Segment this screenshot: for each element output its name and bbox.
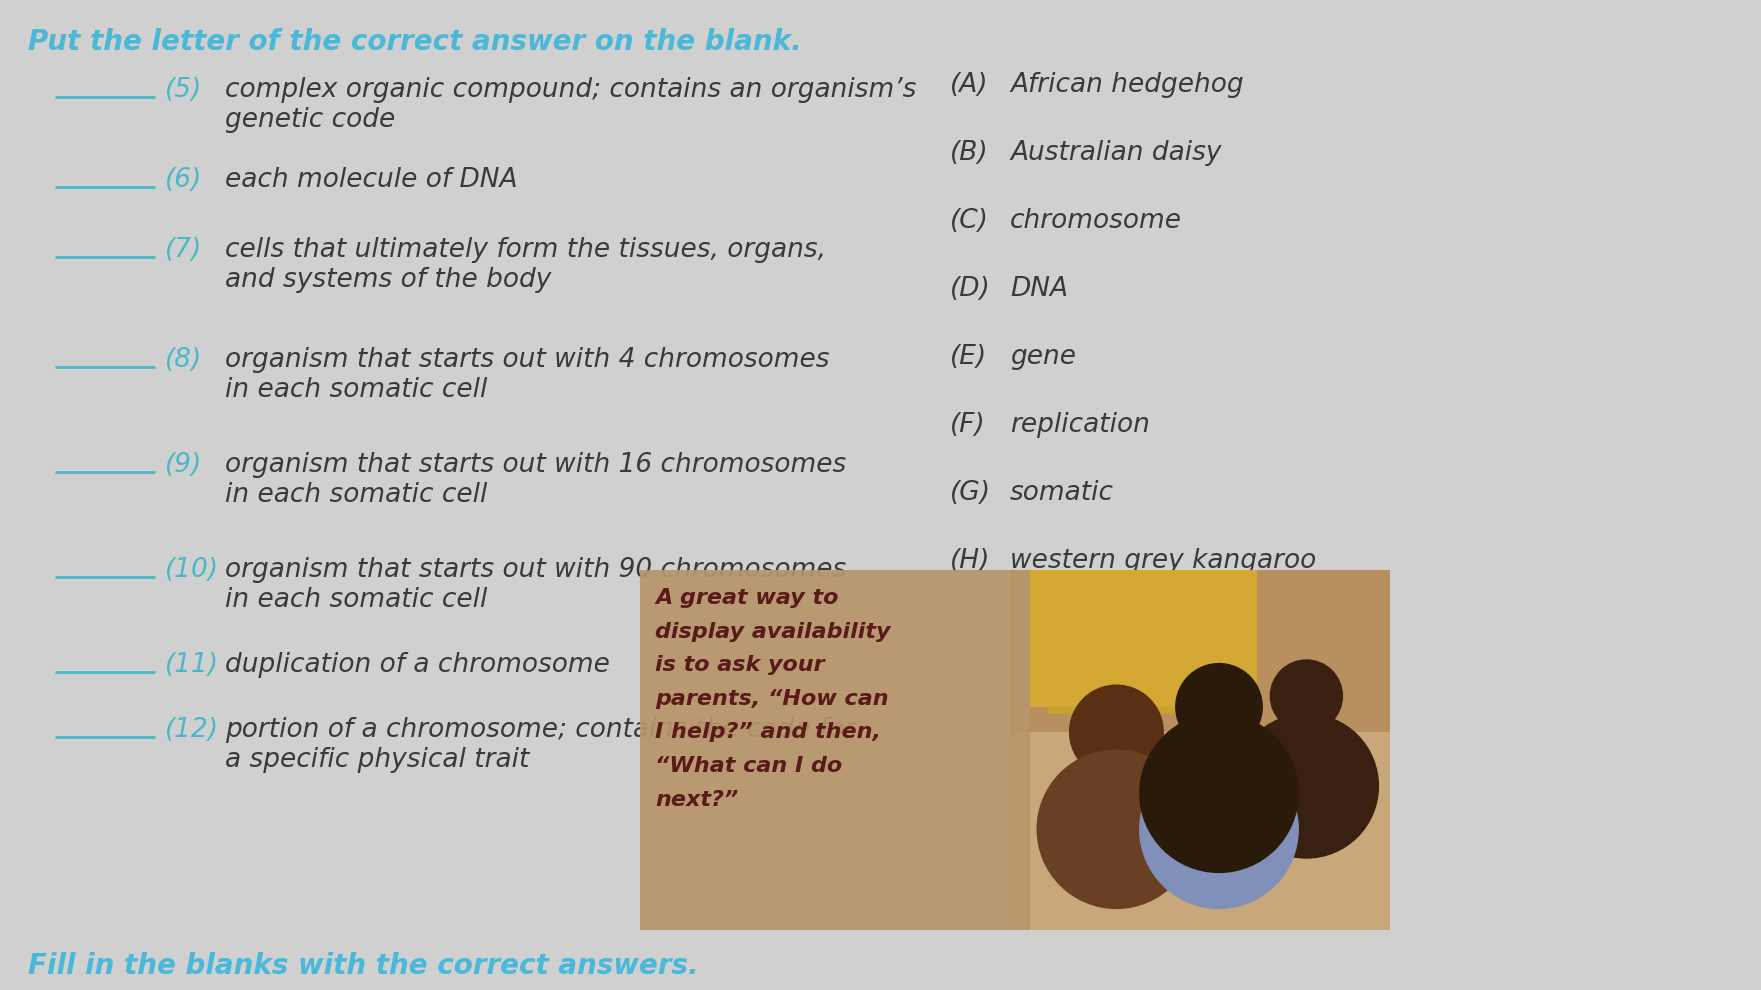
Text: (G): (G) (949, 480, 991, 506)
Text: portion of a chromosome; contains the code for: portion of a chromosome; contains the co… (225, 717, 856, 743)
Bar (639, 570, 1030, 930)
Text: next?”: next?” (655, 790, 738, 810)
Text: a specific physical trait: a specific physical trait (225, 747, 530, 773)
Bar (1011, 570, 1389, 732)
Circle shape (1270, 660, 1342, 732)
Text: (F): (F) (949, 412, 986, 438)
Text: Fill in the blanks with the correct answers.: Fill in the blanks with the correct answ… (28, 952, 699, 980)
Text: (12): (12) (166, 717, 218, 743)
Text: (A): (A) (949, 72, 988, 98)
Text: I help?” and then,: I help?” and then, (655, 723, 880, 742)
Text: and systems of the body: and systems of the body (225, 267, 551, 293)
Text: organism that starts out with 4 chromosomes: organism that starts out with 4 chromoso… (225, 347, 829, 373)
Circle shape (1069, 685, 1164, 779)
Bar (1048, 570, 1238, 714)
Text: A great way to: A great way to (655, 588, 838, 608)
Text: (C): (C) (949, 208, 990, 234)
Text: (H): (H) (949, 548, 990, 574)
Text: western grey kangaroo: western grey kangaroo (1011, 548, 1315, 574)
Text: in each somatic cell: in each somatic cell (225, 377, 488, 403)
Text: (D): (D) (949, 276, 991, 302)
Text: (8): (8) (166, 347, 203, 373)
Circle shape (1176, 663, 1263, 750)
Circle shape (1139, 714, 1298, 872)
Text: (10): (10) (166, 557, 218, 583)
Text: “What can I do: “What can I do (655, 756, 842, 776)
Text: Put the letter of the correct answer on the blank.: Put the letter of the correct answer on … (28, 28, 801, 56)
Text: (11): (11) (166, 652, 218, 678)
Text: organism that starts out with 16 chromosomes: organism that starts out with 16 chromos… (225, 452, 847, 478)
Text: (7): (7) (166, 237, 203, 263)
Text: DNA: DNA (1011, 276, 1067, 302)
Text: replication: replication (1011, 412, 1150, 438)
Text: cells that ultimately form the tissues, organs,: cells that ultimately form the tissues, … (225, 237, 826, 263)
Text: each molecule of DNA: each molecule of DNA (225, 167, 518, 193)
Bar (1011, 570, 1389, 930)
Text: (6): (6) (166, 167, 203, 193)
Text: genetic code: genetic code (225, 107, 394, 134)
Text: in each somatic cell: in each somatic cell (225, 587, 488, 614)
Text: African hedgehog: African hedgehog (1011, 72, 1243, 98)
Text: chromosome: chromosome (1011, 208, 1182, 234)
Text: Australian daisy: Australian daisy (1011, 140, 1222, 166)
Text: display availability: display availability (655, 622, 891, 642)
Bar (1028, 570, 1257, 707)
Text: in each somatic cell: in each somatic cell (225, 482, 488, 509)
Text: complex organic compound; contains an organism’s: complex organic compound; contains an or… (225, 77, 916, 103)
Circle shape (1139, 750, 1298, 909)
Text: (9): (9) (166, 452, 203, 478)
Text: somatic: somatic (1011, 480, 1115, 506)
Circle shape (1234, 714, 1379, 858)
Text: parents, “How can: parents, “How can (655, 689, 889, 709)
Text: (E): (E) (949, 344, 988, 370)
Text: (B): (B) (949, 140, 988, 166)
Text: is to ask your: is to ask your (655, 655, 824, 675)
Text: (5): (5) (166, 77, 203, 103)
Circle shape (1037, 750, 1196, 909)
Text: duplication of a chromosome: duplication of a chromosome (225, 652, 609, 678)
Text: gene: gene (1011, 344, 1076, 370)
Circle shape (1139, 714, 1298, 872)
Text: organism that starts out with 90 chromosomes: organism that starts out with 90 chromos… (225, 557, 847, 583)
